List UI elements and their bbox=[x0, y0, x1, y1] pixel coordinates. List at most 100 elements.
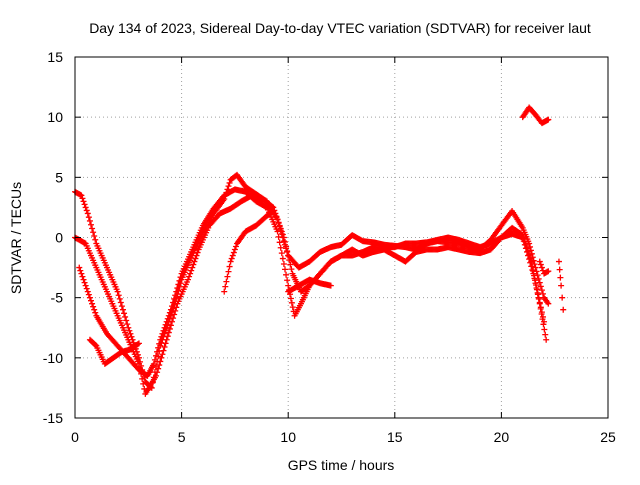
data-point bbox=[533, 285, 540, 292]
data-point bbox=[78, 270, 85, 277]
data-point bbox=[523, 248, 530, 255]
data-point bbox=[187, 270, 194, 277]
data-point bbox=[275, 233, 282, 240]
data-point bbox=[191, 258, 198, 265]
data-point bbox=[532, 280, 539, 287]
data-point bbox=[279, 231, 286, 238]
x-axis-label: GPS time / hours bbox=[288, 457, 395, 473]
data-point bbox=[519, 234, 526, 241]
data-point bbox=[278, 250, 285, 257]
data-point bbox=[555, 258, 562, 265]
data-point bbox=[127, 330, 134, 337]
data-point bbox=[118, 303, 125, 310]
data-point bbox=[277, 244, 284, 251]
data-point bbox=[285, 252, 292, 259]
data-point bbox=[221, 288, 228, 295]
data-point bbox=[280, 260, 287, 267]
data-point bbox=[153, 352, 160, 359]
data-point bbox=[150, 360, 157, 367]
data-point bbox=[89, 225, 96, 232]
data-point bbox=[157, 336, 164, 343]
data-point bbox=[79, 195, 86, 202]
data-point bbox=[558, 282, 565, 289]
data-point bbox=[125, 324, 132, 331]
data-point bbox=[161, 344, 168, 351]
data-point bbox=[176, 277, 183, 284]
data-point bbox=[81, 279, 88, 286]
data-point bbox=[139, 375, 146, 382]
data-point bbox=[529, 266, 536, 273]
x-tick-label: 10 bbox=[280, 429, 296, 445]
data-point bbox=[171, 295, 178, 302]
data-point bbox=[276, 222, 283, 229]
data-point bbox=[92, 341, 99, 348]
data-point bbox=[156, 340, 163, 347]
series-trace-5 bbox=[221, 208, 277, 295]
data-point bbox=[177, 274, 184, 281]
data-point bbox=[155, 344, 162, 351]
data-point bbox=[520, 238, 527, 245]
data-point bbox=[170, 299, 177, 306]
data-point bbox=[160, 327, 167, 334]
data-point bbox=[556, 266, 563, 273]
data-point bbox=[284, 248, 291, 255]
data-point bbox=[165, 312, 172, 319]
data-point bbox=[269, 203, 276, 210]
data-point bbox=[157, 358, 164, 365]
data-point bbox=[273, 213, 280, 220]
data-point bbox=[190, 261, 197, 268]
data-point bbox=[172, 307, 179, 314]
data-point bbox=[83, 285, 90, 292]
data-point bbox=[164, 315, 171, 322]
data-point bbox=[175, 281, 182, 288]
data-point bbox=[90, 303, 97, 310]
data-point bbox=[288, 266, 295, 273]
data-point bbox=[84, 288, 91, 295]
data-point bbox=[193, 252, 200, 259]
data-point bbox=[536, 258, 543, 265]
data-points bbox=[72, 104, 567, 397]
data-point bbox=[158, 354, 165, 361]
data-point bbox=[86, 217, 93, 224]
data-point bbox=[538, 309, 545, 316]
data-point bbox=[156, 362, 163, 369]
data-point bbox=[229, 252, 236, 259]
y-tick-label: 0 bbox=[55, 230, 63, 246]
data-point bbox=[160, 347, 167, 354]
data-point bbox=[115, 292, 122, 299]
data-point bbox=[282, 266, 289, 273]
data-point bbox=[222, 283, 229, 290]
data-point bbox=[285, 282, 292, 289]
data-point bbox=[282, 239, 289, 246]
data-point bbox=[228, 255, 235, 262]
data-point bbox=[537, 261, 544, 268]
data-point bbox=[557, 274, 564, 281]
x-tick-label: 0 bbox=[71, 429, 79, 445]
data-point bbox=[80, 198, 87, 205]
data-point bbox=[287, 261, 294, 268]
data-point bbox=[269, 208, 276, 215]
data-point bbox=[541, 318, 548, 325]
data-point bbox=[154, 348, 161, 355]
data-point bbox=[530, 270, 537, 277]
data-point bbox=[134, 341, 141, 348]
data-point bbox=[135, 340, 142, 347]
data-point bbox=[76, 264, 83, 271]
data-point bbox=[232, 243, 239, 250]
data-point bbox=[89, 300, 96, 307]
data-point bbox=[223, 278, 230, 285]
y-tick-label: 15 bbox=[47, 49, 63, 65]
series-trace-9 bbox=[555, 258, 567, 313]
data-point bbox=[159, 330, 166, 337]
data-point bbox=[90, 229, 97, 236]
data-point bbox=[274, 216, 281, 223]
data-point bbox=[167, 322, 174, 329]
data-point bbox=[287, 295, 294, 302]
data-point bbox=[280, 234, 287, 241]
data-point bbox=[526, 240, 533, 247]
data-point bbox=[79, 273, 86, 280]
series-trace-3 bbox=[76, 186, 548, 379]
data-point bbox=[116, 295, 123, 302]
data-point bbox=[173, 304, 180, 311]
